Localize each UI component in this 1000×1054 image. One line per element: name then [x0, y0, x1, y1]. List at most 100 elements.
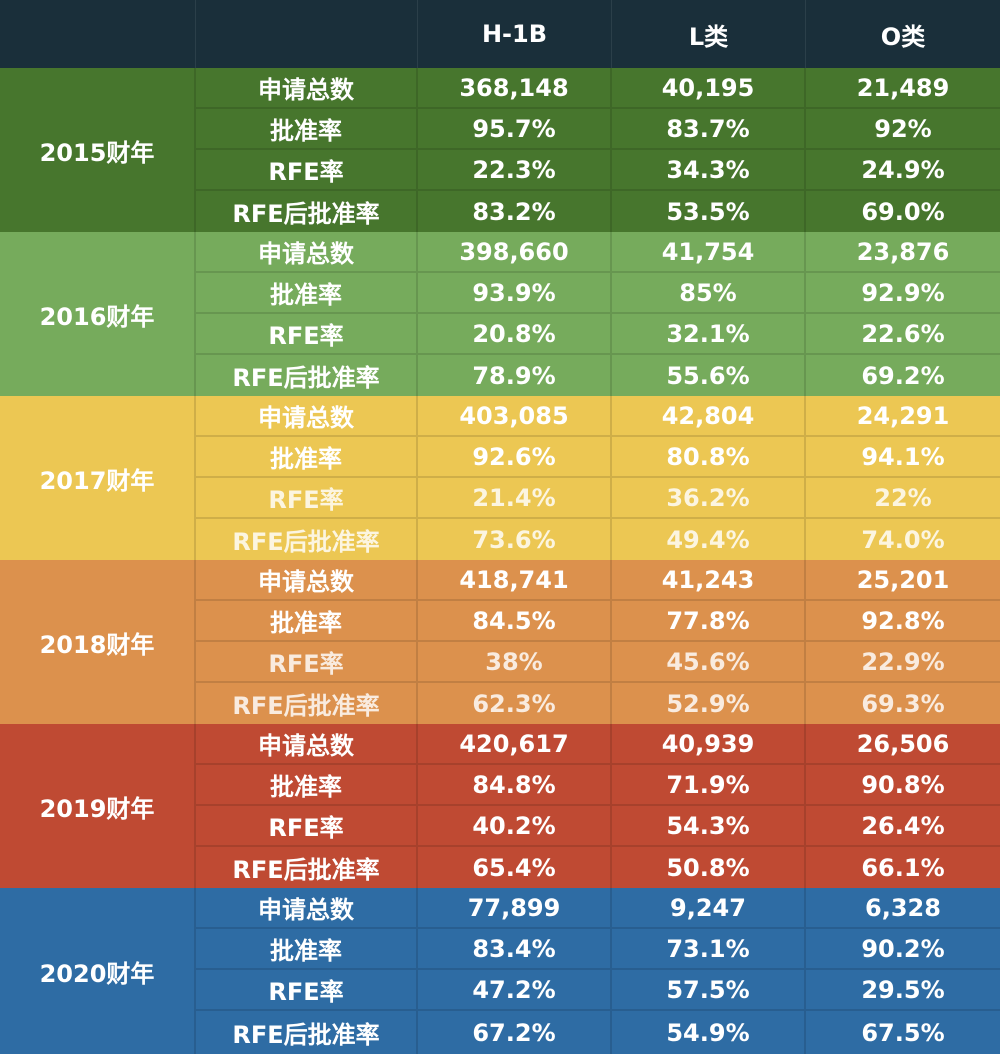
l-value: 57.5% — [612, 970, 806, 1009]
h1b-value: 92.6% — [418, 437, 612, 476]
h1b-value: 65.4% — [418, 847, 612, 888]
metric-label: RFE后批准率 — [196, 191, 418, 232]
fiscal-year-label: 2019财年 — [0, 724, 196, 888]
o-value: 92.8% — [861, 606, 945, 635]
l-value: 54.9% — [612, 1011, 806, 1054]
o-value: 6,328 — [865, 893, 941, 922]
table-header: H-1B L类 O类 — [0, 0, 1000, 68]
o-value: 67.5% — [861, 1018, 945, 1047]
table-row: 申请总数 420,617 40,939 26,506 — [196, 724, 1000, 765]
o-value: 21,489 — [856, 73, 950, 102]
table-row: RFE后批准率 83.2% 53.5% 69.0% — [196, 191, 1000, 232]
o-value: 69.3% — [861, 689, 945, 718]
h1b-value: 20.8% — [418, 314, 612, 353]
metric-label: 申请总数 — [196, 724, 418, 763]
h1b-value: 73.6% — [418, 519, 612, 560]
metric-label: 批准率 — [196, 601, 418, 640]
l-value: 83.7% — [612, 109, 806, 148]
table-row: RFE后批准率 67.2% 54.9% 67.5% — [196, 1011, 1000, 1054]
table-row: RFE率 47.2% 57.5% 29.5% — [196, 970, 1000, 1011]
metric-label: RFE后批准率 — [196, 355, 418, 396]
h1b-value: 403,085 — [418, 396, 612, 435]
o-value: 90.2% — [861, 934, 945, 963]
header-year-column — [0, 0, 196, 68]
o-value: 90.8% — [861, 770, 945, 799]
fiscal-year-block-2017: 2017财年 申请总数 403,085 42,804 24,291 批准率 92… — [0, 396, 1000, 560]
metric-label: RFE率 — [196, 478, 418, 517]
table-row: 申请总数 403,085 42,804 24,291 — [196, 396, 1000, 437]
l-value: 32.1% — [612, 314, 806, 353]
metric-label: RFE后批准率 — [196, 847, 418, 888]
metric-label: 申请总数 — [196, 888, 418, 927]
metric-label: 批准率 — [196, 437, 418, 476]
l-value: 85% — [612, 273, 806, 312]
h1b-value: 78.9% — [418, 355, 612, 396]
table-row: RFE率 21.4% 36.2% 22% — [196, 478, 1000, 519]
l-value: 41,754 — [612, 232, 806, 271]
o-value: 66.1% — [861, 853, 945, 882]
metric-label: 批准率 — [196, 109, 418, 148]
table-row: RFE后批准率 65.4% 50.8% 66.1% — [196, 847, 1000, 888]
l-value: 45.6% — [612, 642, 806, 681]
o-value: 92.9% — [861, 278, 945, 307]
h1b-value: 84.8% — [418, 765, 612, 804]
header-metric-column — [196, 0, 418, 68]
fiscal-year-label: 2018财年 — [0, 560, 196, 724]
table-row: 批准率 92.6% 80.8% 94.1% — [196, 437, 1000, 478]
header-h1b: H-1B — [418, 0, 612, 68]
l-value: 54.3% — [612, 806, 806, 845]
metric-label: RFE率 — [196, 970, 418, 1009]
o-value: 69.0% — [861, 197, 945, 226]
h1b-value: 95.7% — [418, 109, 612, 148]
o-value: 94.1% — [861, 442, 945, 471]
h1b-value: 62.3% — [418, 683, 612, 724]
l-value: 9,247 — [612, 888, 806, 927]
h1b-value: 77,899 — [418, 888, 612, 927]
metric-label: RFE率 — [196, 806, 418, 845]
table-row: RFE率 22.3% 34.3% 24.9% — [196, 150, 1000, 191]
fiscal-year-label: 2015财年 — [0, 68, 196, 232]
o-value: 25,201 — [856, 565, 950, 594]
fiscal-year-block-2020: 2020财年 申请总数 77,899 9,247 6,328 批准率 83.4%… — [0, 888, 1000, 1054]
o-value: 22.6% — [861, 319, 945, 348]
metric-label: 批准率 — [196, 765, 418, 804]
o-value: 22.9% — [861, 647, 945, 676]
h1b-value: 418,741 — [418, 560, 612, 599]
metric-label: 批准率 — [196, 929, 418, 968]
h1b-value: 398,660 — [418, 232, 612, 271]
l-value: 53.5% — [612, 191, 806, 232]
table-row: 申请总数 418,741 41,243 25,201 — [196, 560, 1000, 601]
l-value: 49.4% — [612, 519, 806, 560]
table-row: RFE后批准率 73.6% 49.4% 74.0% — [196, 519, 1000, 560]
o-value: 24.9% — [861, 155, 945, 184]
metric-label: RFE率 — [196, 642, 418, 681]
fiscal-year-block-2019: 2019财年 申请总数 420,617 40,939 26,506 批准率 84… — [0, 724, 1000, 888]
o-value: 22% — [874, 483, 932, 512]
table-row: 批准率 84.8% 71.9% 90.8% — [196, 765, 1000, 806]
table-row: 申请总数 368,148 40,195 21,489 — [196, 68, 1000, 109]
h1b-value: 420,617 — [418, 724, 612, 763]
h1b-value: 47.2% — [418, 970, 612, 1009]
table-row: RFE后批准率 78.9% 55.6% 69.2% — [196, 355, 1000, 396]
metric-label: RFE后批准率 — [196, 683, 418, 724]
fiscal-year-block-2015: 2015财年 申请总数 368,148 40,195 21,489 批准率 95… — [0, 68, 1000, 232]
h1b-value: 368,148 — [418, 68, 612, 107]
o-value: 29.5% — [861, 975, 945, 1004]
h1b-value: 83.2% — [418, 191, 612, 232]
l-value: 73.1% — [612, 929, 806, 968]
table-row: 批准率 84.5% 77.8% 92.8% — [196, 601, 1000, 642]
l-value: 40,939 — [612, 724, 806, 763]
o-value: 92% — [874, 114, 932, 143]
table-row: RFE率 40.2% 54.3% 26.4% — [196, 806, 1000, 847]
header-o-visa: O类 — [880, 22, 926, 51]
fiscal-year-block-2016: 2016财年 申请总数 398,660 41,754 23,876 批准率 93… — [0, 232, 1000, 396]
l-value: 71.9% — [612, 765, 806, 804]
metric-label: 申请总数 — [196, 396, 418, 435]
l-value: 50.8% — [612, 847, 806, 888]
fiscal-year-block-2018: 2018财年 申请总数 418,741 41,243 25,201 批准率 84… — [0, 560, 1000, 724]
l-value: 77.8% — [612, 601, 806, 640]
table-row: 申请总数 398,660 41,754 23,876 — [196, 232, 1000, 273]
h1b-value: 38% — [418, 642, 612, 681]
l-value: 41,243 — [612, 560, 806, 599]
o-value: 24,291 — [856, 401, 950, 430]
